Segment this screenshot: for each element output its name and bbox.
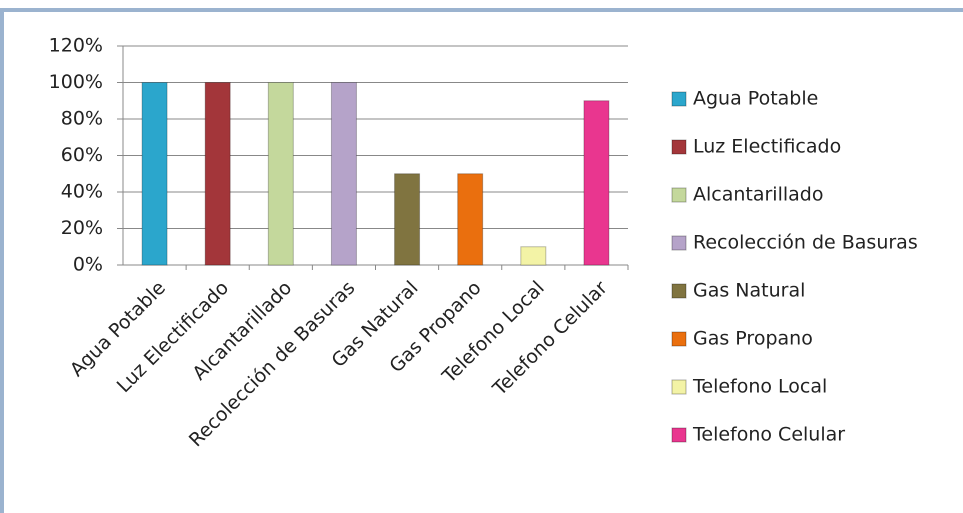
legend-swatch (671, 91, 687, 107)
legend-label: Telefono Local (692, 376, 827, 398)
y-tick-label: 60% (61, 144, 103, 166)
legend-label: Luz Electificado (693, 136, 841, 158)
legend-label: Agua Potable (693, 88, 818, 110)
bar (520, 246, 547, 266)
y-tick-label: 120% (49, 35, 103, 57)
legend-label: Gas Propano (693, 328, 813, 350)
y-tick-label: 80% (61, 108, 103, 130)
bar (330, 82, 357, 266)
legend-label: Alcantarillado (693, 184, 823, 206)
legend-label: Telefono Celular (692, 424, 845, 446)
y-tick-label: 100% (49, 71, 103, 93)
legend-swatch (671, 235, 687, 251)
bar (204, 82, 231, 266)
bar (583, 100, 610, 266)
bar (394, 173, 421, 266)
bar (141, 82, 168, 266)
legend-label: Recolección de Basuras (693, 232, 918, 254)
bar (267, 82, 294, 266)
legend-swatch (671, 283, 687, 299)
bar (457, 173, 484, 266)
y-tick-label: 40% (61, 181, 103, 203)
legend-swatch (671, 187, 687, 203)
y-tick-label: 20% (61, 217, 103, 239)
legend-swatch (671, 139, 687, 155)
legend-swatch (671, 379, 687, 395)
legend-swatch (671, 427, 687, 443)
legend-label: Gas Natural (693, 280, 805, 302)
legend-swatch (671, 331, 687, 347)
y-tick-label: 0% (73, 254, 103, 276)
